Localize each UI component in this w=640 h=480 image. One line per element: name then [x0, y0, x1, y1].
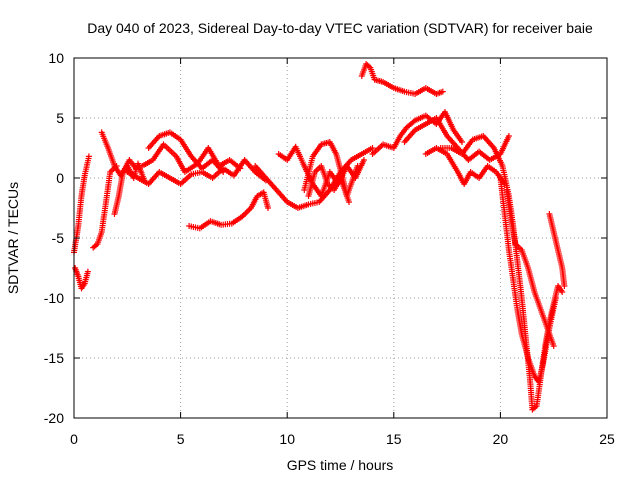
series-arc14 — [358, 61, 446, 97]
plus-markers — [422, 145, 508, 187]
x-tick-label: 25 — [599, 431, 615, 447]
plus-markers — [186, 189, 271, 232]
plus-markers — [90, 163, 120, 251]
x-tick-label: 10 — [279, 431, 295, 447]
y-tick-label: -20 — [44, 410, 64, 426]
plus-markers — [546, 211, 568, 289]
y-tick-label: 5 — [56, 110, 64, 126]
plus-markers — [358, 61, 446, 97]
y-tick-label: 0 — [56, 170, 64, 186]
x-tick-label: 5 — [177, 431, 185, 447]
y-tick-label: -15 — [44, 350, 64, 366]
chart-title: Day 040 of 2023, Sidereal Day-to-day VTE… — [87, 20, 593, 36]
series-arc13 — [305, 163, 352, 205]
data-points — [71, 61, 568, 413]
series-arc8 — [139, 141, 244, 175]
plus-markers — [369, 109, 465, 157]
plus-markers — [111, 157, 139, 217]
series-arc21 — [546, 211, 568, 289]
plus-markers — [305, 163, 352, 205]
x-tick-label: 20 — [493, 431, 509, 447]
plus-markers — [503, 187, 557, 349]
y-tick-label: 10 — [48, 50, 64, 66]
series-arc9 — [186, 189, 271, 232]
series-arc2 — [72, 265, 91, 292]
y-axis-label: SDTVAR / TECUs — [5, 182, 21, 294]
axis-ticks: 0 5 10 15 20 25 -20 -15 -10 -5 0 5 10 — [44, 50, 615, 447]
series-arc20 — [503, 187, 557, 349]
y-tick-label: -10 — [44, 290, 64, 306]
plus-markers — [139, 141, 244, 175]
plot-frame — [73, 57, 608, 419]
x-tick-label: 15 — [386, 431, 402, 447]
x-axis-label: GPS time / hours — [287, 457, 394, 473]
series-arc5 — [111, 157, 139, 217]
series-arc17 — [422, 145, 508, 187]
series-arc15 — [369, 109, 465, 157]
x-tick-label: 0 — [70, 431, 78, 447]
series-arc3 — [90, 163, 120, 251]
plus-markers — [72, 265, 91, 292]
y-tick-label: -5 — [52, 230, 65, 246]
grid-lines — [74, 58, 607, 418]
